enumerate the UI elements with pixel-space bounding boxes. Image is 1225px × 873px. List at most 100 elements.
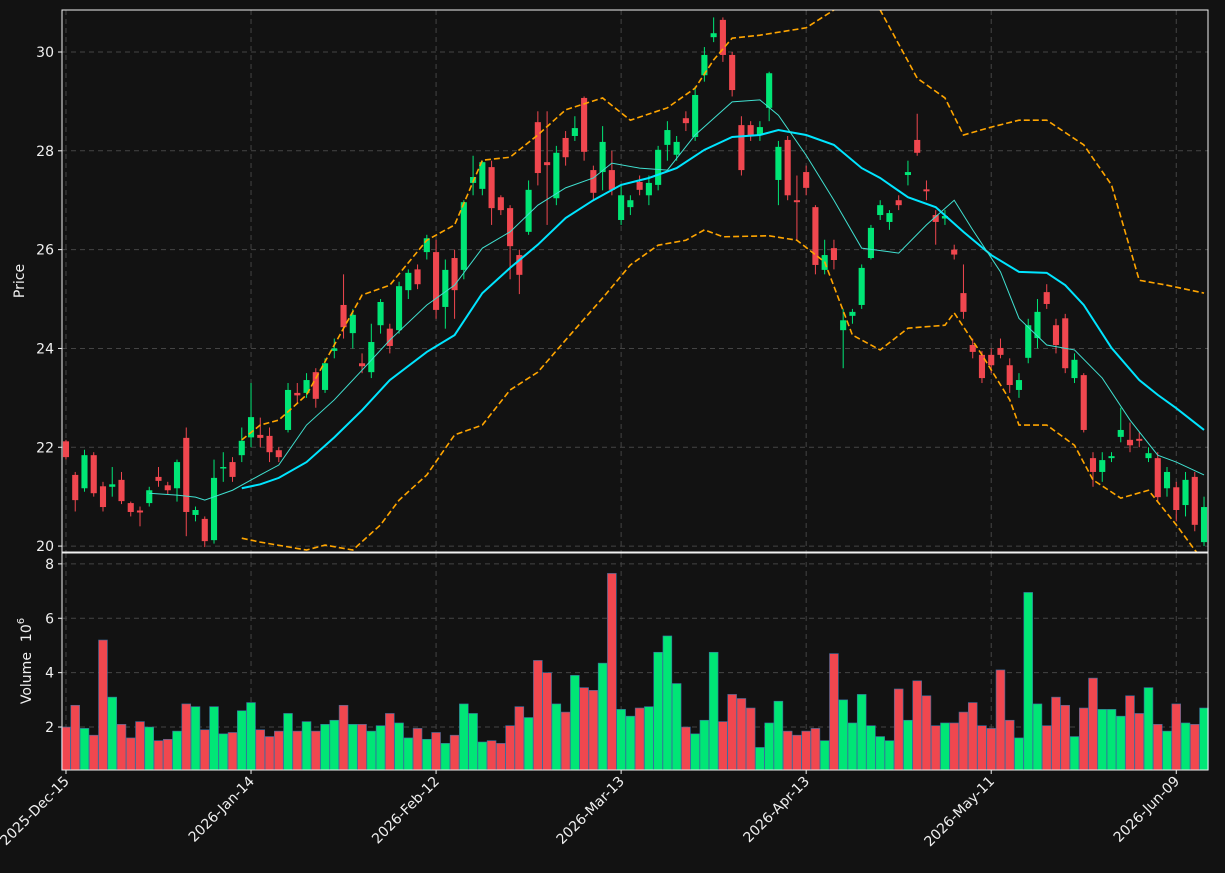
- candle-body: [488, 167, 495, 209]
- candle-body: [1145, 453, 1152, 459]
- volume-bar: [597, 662, 608, 771]
- volume-bar: [477, 741, 488, 771]
- volume-bar: [819, 740, 830, 771]
- candle-body: [266, 435, 273, 453]
- volume-bar: [977, 725, 987, 771]
- candle-body: [396, 286, 403, 331]
- y-tick-label: 30: [36, 45, 54, 61]
- volume-bar: [227, 732, 238, 771]
- volume-bar: [190, 706, 201, 771]
- candle-body: [701, 54, 708, 76]
- candle-body: [969, 344, 976, 352]
- volume-frame: [61, 552, 1209, 771]
- volume-bar: [357, 724, 367, 771]
- candle-body: [275, 450, 282, 458]
- candle-body: [460, 202, 467, 270]
- candle-body: [451, 258, 458, 291]
- overlay-line: [241, 129, 1205, 490]
- volume-bar: [893, 688, 904, 771]
- candle-body: [544, 162, 551, 166]
- volume-bar: [283, 713, 293, 771]
- volume-bar: [1162, 730, 1172, 771]
- y-tick-label: 22: [36, 440, 54, 456]
- volume-bar: [912, 680, 922, 771]
- volume-bar: [718, 721, 728, 771]
- candle-body: [951, 249, 958, 255]
- volume-bar: [505, 725, 515, 771]
- volume-bar: [681, 726, 691, 771]
- candle-body: [571, 128, 578, 136]
- volume-label: Volume: [19, 652, 35, 704]
- candle-body: [442, 269, 449, 307]
- candle-body: [766, 73, 773, 108]
- candle-body: [81, 455, 88, 489]
- volume-bar: [755, 747, 765, 771]
- candle-body: [386, 328, 393, 346]
- overlays: [149, 10, 1205, 552]
- candle-body: [886, 213, 893, 222]
- candle-body: [960, 293, 967, 312]
- candle-body: [1108, 456, 1115, 459]
- candle-body: [507, 208, 514, 247]
- candle-body: [146, 490, 153, 504]
- candle-body: [877, 205, 884, 216]
- volume-bar: [1143, 687, 1154, 771]
- volume-bar: [690, 733, 700, 771]
- candle-body: [904, 172, 911, 176]
- candle-body: [692, 94, 699, 137]
- volume-bar: [1106, 709, 1117, 771]
- candle-body: [729, 54, 736, 91]
- candle-body: [238, 440, 245, 456]
- candle-body: [359, 363, 366, 367]
- candle-body: [1117, 429, 1124, 437]
- candle-body: [423, 238, 430, 253]
- volume-bar: [616, 709, 626, 771]
- candle-body: [1182, 479, 1189, 506]
- volume-bar: [884, 740, 895, 771]
- volume-bar: [1180, 722, 1191, 771]
- candle-body: [479, 162, 486, 189]
- candle-body: [895, 200, 902, 206]
- y-tick-label: 2: [45, 720, 54, 736]
- candle-body: [1126, 439, 1134, 446]
- volume-bar: [1199, 707, 1209, 771]
- candle-body: [627, 200, 634, 208]
- volume-bar: [1041, 725, 1052, 771]
- volume-bar: [1125, 695, 1135, 771]
- candle-body: [72, 474, 79, 501]
- candle-body: [173, 462, 181, 489]
- volume-bar: [1171, 703, 1182, 771]
- candle-body: [923, 189, 930, 192]
- candle-body: [257, 434, 264, 438]
- candle-body: [229, 462, 236, 477]
- candle-body: [497, 197, 504, 211]
- y-tick-label: 20: [36, 539, 54, 555]
- volume-bar: [1116, 715, 1126, 771]
- candle-body: [220, 467, 227, 469]
- candle-body: [978, 354, 986, 379]
- volume-bar: [88, 734, 99, 771]
- volume-bar: [237, 710, 247, 771]
- candle-body: [581, 97, 588, 152]
- candle-body: [284, 389, 292, 430]
- volume-bar: [625, 715, 636, 771]
- candle-body: [747, 125, 754, 136]
- volume-bar: [385, 713, 395, 771]
- candle-body: [867, 227, 874, 259]
- volume-bar: [1004, 719, 1015, 771]
- candle-body: [109, 484, 116, 487]
- candle-body: [294, 392, 301, 396]
- volume-bar: [394, 722, 404, 771]
- candle-body: [590, 170, 597, 193]
- volume-bar: [1153, 724, 1163, 771]
- candle-body: [183, 437, 190, 512]
- volume-bar: [1023, 592, 1033, 771]
- volume-bar: [949, 722, 959, 771]
- volume-bar: [856, 694, 867, 771]
- candle-body: [636, 181, 643, 190]
- y-tick-label: 24: [36, 341, 54, 357]
- volume-bar: [449, 734, 460, 771]
- volume-bar: [551, 703, 562, 771]
- volume-bar: [1060, 704, 1070, 771]
- candle-body: [599, 141, 606, 173]
